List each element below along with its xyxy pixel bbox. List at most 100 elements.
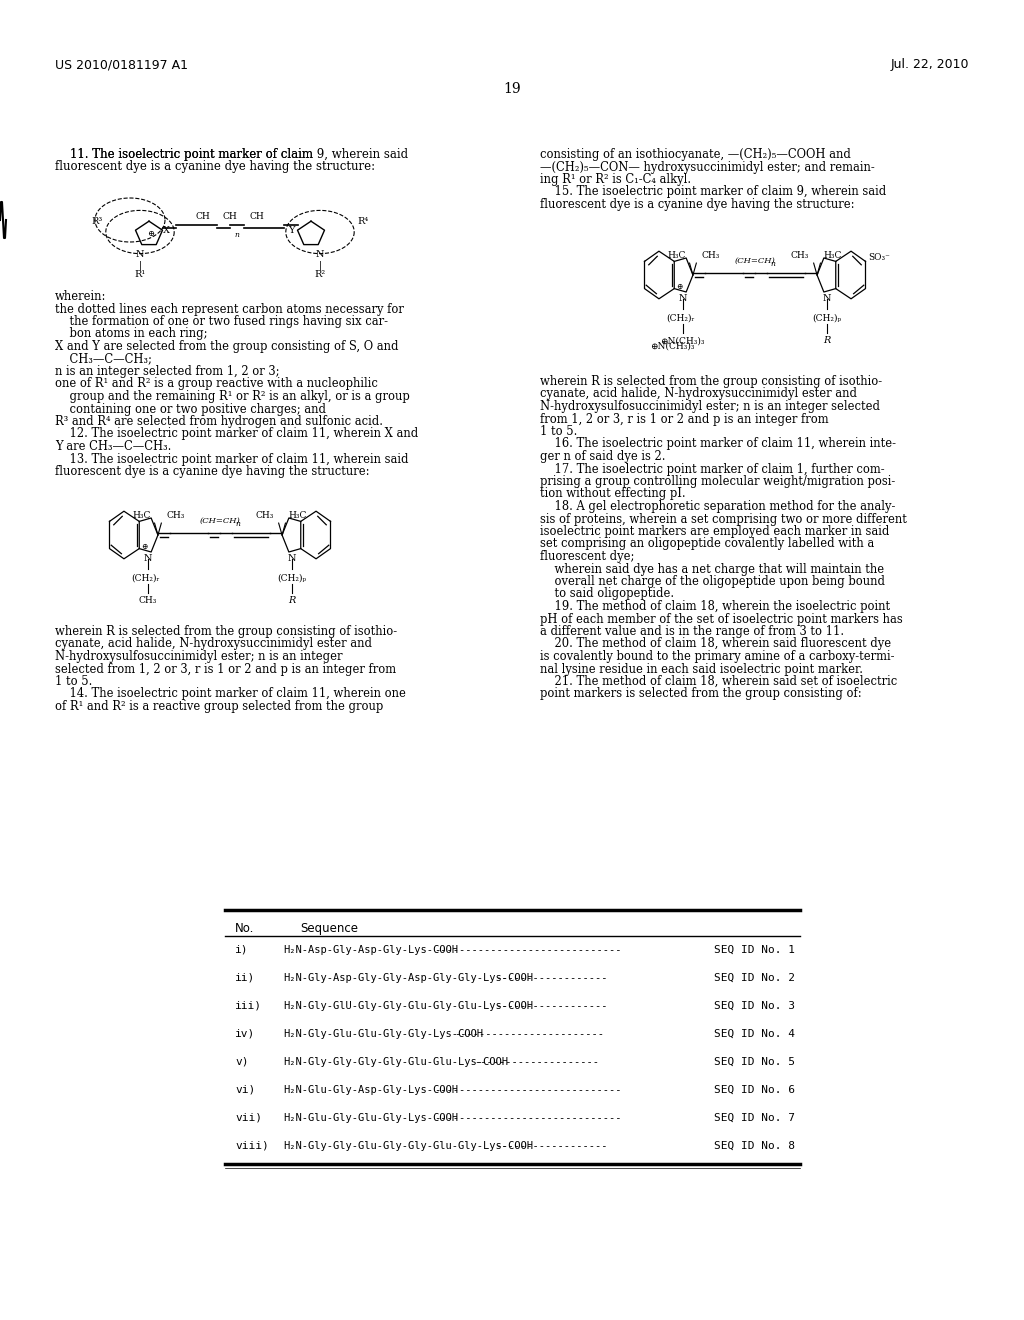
Text: ⊕: ⊕ — [141, 543, 147, 550]
Text: N: N — [679, 294, 687, 302]
Text: 1 to 5.: 1 to 5. — [540, 425, 578, 438]
Text: Y are CH₃—C—CH₃.: Y are CH₃—C—CH₃. — [55, 440, 171, 453]
Text: ⊕: ⊕ — [147, 230, 155, 238]
Text: H₂N-Glu-Gly-Asp-Gly-Lys-COOH: H₂N-Glu-Gly-Asp-Gly-Lys-COOH — [283, 1085, 458, 1096]
Text: 19: 19 — [503, 82, 521, 96]
Text: containing one or two positive charges; and: containing one or two positive charges; … — [55, 403, 326, 416]
Text: SEQ ID No. 7: SEQ ID No. 7 — [714, 1113, 795, 1123]
Text: sis of proteins, wherein a set comprising two or more different: sis of proteins, wherein a set comprisin… — [540, 512, 907, 525]
Text: —(CH₂)₅—CON— hydroxysuccinimidyl ester; and remain-: —(CH₂)₅—CON— hydroxysuccinimidyl ester; … — [540, 161, 874, 173]
Text: H₂N-Gly-Gly-Gly-Gly-Glu-Glu-Lys-COOH: H₂N-Gly-Gly-Gly-Gly-Glu-Glu-Lys-COOH — [283, 1057, 508, 1067]
Text: of R¹ and R² is a reactive group selected from the group: of R¹ and R² is a reactive group selecte… — [55, 700, 383, 713]
Text: vii): vii) — [234, 1113, 262, 1123]
Text: |: | — [138, 261, 141, 271]
Text: wherein R is selected from the group consisting of isothio-: wherein R is selected from the group con… — [55, 624, 397, 638]
Text: SEQ ID No. 1: SEQ ID No. 1 — [714, 945, 795, 954]
Text: CH₃: CH₃ — [701, 251, 720, 260]
Text: ------------------------------: ------------------------------ — [434, 1085, 622, 1096]
Text: the formation of one or two fused rings having six car-: the formation of one or two fused rings … — [55, 315, 388, 327]
Text: 17. The isoelectric point marker of claim 1, further com-: 17. The isoelectric point marker of clai… — [540, 462, 885, 475]
Text: fluorescent dye is a cyanine dye having the structure:: fluorescent dye is a cyanine dye having … — [55, 465, 370, 478]
Text: R³ and R⁴ are selected from hydrogen and sulfonic acid.: R³ and R⁴ are selected from hydrogen and… — [55, 414, 383, 428]
Text: H₃C: H₃C — [133, 511, 152, 520]
Text: R³: R³ — [91, 216, 102, 226]
Text: (CH=CH): (CH=CH) — [200, 517, 241, 525]
Text: H₂N-Gly-Gly-Glu-Gly-Gly-Glu-Gly-Lys-COOH: H₂N-Gly-Gly-Glu-Gly-Gly-Glu-Gly-Lys-COOH — [283, 1140, 534, 1151]
Text: Y: Y — [289, 226, 295, 235]
Text: fluorescent dye;: fluorescent dye; — [540, 550, 635, 564]
Text: CH₃: CH₃ — [791, 251, 809, 260]
Text: 20. The method of claim 18, wherein said fluorescent dye: 20. The method of claim 18, wherein said… — [540, 638, 891, 651]
Text: tion without effecting pI.: tion without effecting pI. — [540, 487, 686, 500]
Text: ------------------------: ------------------------ — [455, 1030, 604, 1039]
Text: ⊕: ⊕ — [676, 282, 683, 290]
Text: N: N — [823, 294, 831, 302]
Text: ------------------------------: ------------------------------ — [434, 1113, 622, 1123]
Text: n: n — [770, 260, 775, 268]
Text: CH₃: CH₃ — [167, 511, 184, 520]
Text: H₂N-Gly-GlU-Gly-Gly-Glu-Gly-Glu-Lys-COOH: H₂N-Gly-GlU-Gly-Gly-Glu-Gly-Glu-Lys-COOH — [283, 1001, 534, 1011]
Text: N: N — [315, 249, 325, 259]
Text: pH of each member of the set of isoelectric point markers has: pH of each member of the set of isoelect… — [540, 612, 903, 626]
Text: H₃C: H₃C — [668, 251, 686, 260]
Text: is covalently bound to the primary amine of a carboxy-termi-: is covalently bound to the primary amine… — [540, 649, 895, 663]
Text: X: X — [164, 226, 170, 235]
Text: R²: R² — [314, 269, 326, 279]
Text: SEQ ID No. 3: SEQ ID No. 3 — [714, 1001, 795, 1011]
Text: X and Y are selected from the group consisting of S, O and: X and Y are selected from the group cons… — [55, 341, 398, 352]
Text: ger n of said dye is 2.: ger n of said dye is 2. — [540, 450, 666, 463]
Text: the dotted lines each represent carbon atoms necessary for: the dotted lines each represent carbon a… — [55, 302, 403, 315]
Text: nal lysine residue in each said isoelectric point marker.: nal lysine residue in each said isoelect… — [540, 663, 863, 676]
Text: Sequence: Sequence — [300, 921, 358, 935]
Text: wherein R is selected from the group consisting of isothio-: wherein R is selected from the group con… — [540, 375, 882, 388]
Text: SEQ ID No. 2: SEQ ID No. 2 — [714, 973, 795, 983]
Text: (CH=CH): (CH=CH) — [734, 257, 775, 265]
Text: (CH₂)ₚ: (CH₂)ₚ — [278, 573, 307, 582]
Text: ⊕N(CH₃)₃: ⊕N(CH₃)₃ — [650, 342, 695, 350]
Text: SEQ ID No. 6: SEQ ID No. 6 — [714, 1085, 795, 1096]
Text: isoelectric point markers are employed each marker in said: isoelectric point markers are employed e… — [540, 525, 890, 539]
Text: (CH₂)ᵣ: (CH₂)ᵣ — [131, 573, 160, 582]
Text: (CH₂)ₚ: (CH₂)ₚ — [813, 313, 842, 322]
Text: |: | — [318, 261, 322, 271]
Text: CH₃: CH₃ — [255, 511, 273, 520]
Text: ------------------: ------------------ — [495, 973, 607, 983]
Text: SEQ ID No. 5: SEQ ID No. 5 — [714, 1057, 795, 1067]
Text: H₂N-Gly-Asp-Gly-Gly-Asp-Gly-Gly-Lys-COOH: H₂N-Gly-Asp-Gly-Gly-Asp-Gly-Gly-Lys-COOH — [283, 973, 534, 983]
Text: 15. The isoelectric point marker of claim 9, wherein said: 15. The isoelectric point marker of clai… — [540, 186, 886, 198]
Text: cyanate, acid halide, N-hydroxysuccinimidyl ester and: cyanate, acid halide, N-hydroxysuccinimi… — [540, 388, 857, 400]
Text: n: n — [236, 520, 241, 528]
Text: R: R — [289, 597, 296, 605]
Text: ⊕N(CH₃)₃: ⊕N(CH₃)₃ — [660, 337, 705, 346]
Text: N-hydroxysulfosuccinimidyl ester; n is an integer: N-hydroxysulfosuccinimidyl ester; n is a… — [55, 649, 342, 663]
Text: iii): iii) — [234, 1001, 262, 1011]
Text: ------------------: ------------------ — [495, 1140, 607, 1151]
Text: ii): ii) — [234, 973, 255, 983]
Text: SEQ ID No. 8: SEQ ID No. 8 — [714, 1140, 795, 1151]
Text: 21. The method of claim 18, wherein said set of isoelectric: 21. The method of claim 18, wherein said… — [540, 675, 897, 688]
Text: Jul. 22, 2010: Jul. 22, 2010 — [891, 58, 969, 71]
Text: (CH₂)ᵣ: (CH₂)ᵣ — [667, 313, 695, 322]
Text: fluorescent dye is a cyanine dye having the structure:: fluorescent dye is a cyanine dye having … — [55, 160, 375, 173]
Text: N: N — [143, 553, 152, 562]
Text: set comprising an oligopeptide covalently labelled with a: set comprising an oligopeptide covalentl… — [540, 537, 874, 550]
Text: US 2010/0181197 A1: US 2010/0181197 A1 — [55, 58, 188, 71]
Text: CH: CH — [222, 213, 238, 222]
Text: viii): viii) — [234, 1140, 268, 1151]
Text: iv): iv) — [234, 1030, 255, 1039]
Text: v): v) — [234, 1057, 249, 1067]
Text: i): i) — [234, 945, 249, 954]
Text: --------------------: -------------------- — [474, 1057, 600, 1067]
Text: H₂N-Gly-Glu-Glu-Gly-Gly-Lys-COOH: H₂N-Gly-Glu-Glu-Gly-Gly-Lys-COOH — [283, 1030, 483, 1039]
Text: 12. The isoelectric point marker of claim 11, wherein X and: 12. The isoelectric point marker of clai… — [55, 428, 418, 441]
Text: CH₃—C—CH₃;: CH₃—C—CH₃; — [55, 352, 152, 366]
Text: H₃C: H₃C — [824, 251, 842, 260]
Text: R¹: R¹ — [134, 269, 145, 279]
Text: wherein:: wherein: — [55, 290, 106, 304]
Text: No.: No. — [234, 921, 254, 935]
Text: CH₃: CH₃ — [138, 597, 157, 605]
Text: group and the remaining R¹ or R² is an alkyl, or is a group: group and the remaining R¹ or R² is an a… — [55, 389, 410, 403]
Text: selected from 1, 2 or 3, r is 1 or 2 and p is an integer from: selected from 1, 2 or 3, r is 1 or 2 and… — [55, 663, 396, 676]
Text: wherein said dye has a net charge that will maintain the: wherein said dye has a net charge that w… — [540, 562, 884, 576]
Text: SEQ ID No. 4: SEQ ID No. 4 — [714, 1030, 795, 1039]
